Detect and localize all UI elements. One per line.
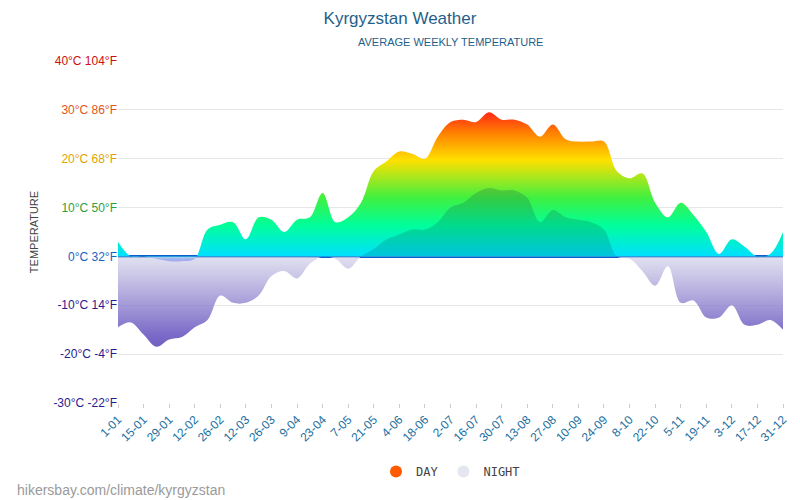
svg-text:5-11: 5-11 [661, 413, 687, 439]
svg-text:20°C 68°F: 20°C 68°F [61, 152, 117, 166]
svg-text:8-10: 8-10 [609, 413, 636, 440]
svg-text:26-02: 26-02 [195, 413, 227, 445]
svg-text:DAY: DAY [416, 465, 438, 479]
svg-text:24-09: 24-09 [579, 413, 611, 445]
svg-text:17-12: 17-12 [732, 413, 764, 445]
svg-text:30°C 86°F: 30°C 86°F [61, 103, 117, 117]
svg-text:19-11: 19-11 [682, 413, 713, 444]
svg-text:26-03: 26-03 [246, 413, 278, 445]
svg-text:18-06: 18-06 [400, 413, 432, 445]
svg-text:3-12: 3-12 [711, 413, 738, 440]
svg-text:-20°C -4°F: -20°C -4°F [60, 347, 117, 361]
svg-text:21-05: 21-05 [349, 413, 381, 445]
svg-text:Kyrgyzstan Weather: Kyrgyzstan Weather [324, 9, 477, 28]
svg-text:1-01: 1-01 [97, 413, 124, 440]
svg-text:12-02: 12-02 [169, 413, 201, 445]
svg-text:0°C 32°F: 0°C 32°F [68, 250, 117, 264]
svg-text:15-01: 15-01 [118, 413, 150, 445]
svg-text:2-07: 2-07 [430, 413, 457, 440]
svg-text:7-05: 7-05 [328, 413, 355, 440]
svg-text:4-06: 4-06 [379, 413, 406, 440]
svg-text:hikersbay.com/climate/kyrgyzst: hikersbay.com/climate/kyrgyzstan [17, 482, 225, 498]
svg-text:-10°C 14°F: -10°C 14°F [57, 298, 117, 312]
svg-text:9-04: 9-04 [277, 413, 304, 440]
svg-text:13-08: 13-08 [502, 413, 534, 445]
svg-text:-30°C -22°F: -30°C -22°F [53, 396, 117, 410]
svg-text:29-01: 29-01 [144, 413, 176, 445]
svg-text:31-12: 31-12 [758, 413, 790, 445]
svg-text:27-08: 27-08 [528, 413, 560, 445]
svg-text:16-07: 16-07 [451, 413, 483, 445]
svg-text:23-04: 23-04 [297, 413, 329, 445]
svg-text:TEMPERATURE: TEMPERATURE [28, 191, 40, 273]
svg-text:NIGHT: NIGHT [483, 465, 519, 479]
svg-text:22-10: 22-10 [630, 413, 662, 445]
svg-text:AVERAGE WEEKLY TEMPERATURE: AVERAGE WEEKLY TEMPERATURE [358, 36, 543, 48]
svg-text:12-03: 12-03 [221, 413, 253, 445]
svg-text:30-07: 30-07 [476, 413, 508, 445]
svg-text:10-09: 10-09 [553, 413, 585, 445]
svg-text:40°C 104°F: 40°C 104°F [55, 54, 117, 68]
svg-text:10°C 50°F: 10°C 50°F [61, 201, 117, 215]
